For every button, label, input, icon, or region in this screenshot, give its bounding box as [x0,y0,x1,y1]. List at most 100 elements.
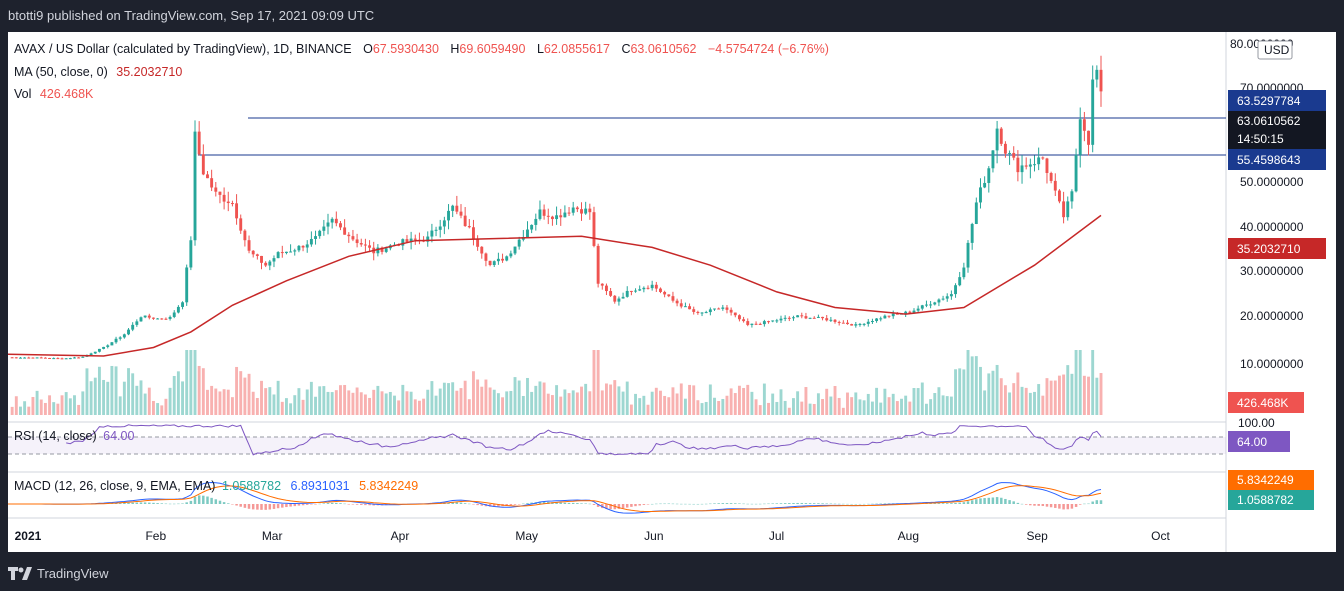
candle-body [14,357,18,359]
volume-bar [496,393,500,415]
volume-bar [1003,385,1007,415]
chart-frame[interactable]: 2021 Feb Mar Apr May Jun Jul Aug Sep Oct AVAX / U… [6,32,1336,552]
candle-body [530,224,534,230]
candle-body [492,261,496,266]
macd-histogram-bar [260,504,263,510]
volume-bar [829,396,833,415]
macd-histogram-bar [181,503,184,504]
volume-bar [314,396,317,415]
candle-body [750,323,754,325]
volume-bar [147,387,151,415]
candle-body [314,236,317,239]
macd-histogram-bar [1045,504,1049,507]
candle-body [426,236,430,242]
volume-bar [43,402,47,415]
macd-lines [6,481,1103,514]
macd-histogram-bar [172,503,176,505]
volume-bar [339,385,342,415]
volume-bar [1028,392,1032,415]
volume-bar [634,393,637,415]
candle-body [218,191,222,195]
candle-body [895,313,899,315]
candle-body [351,236,355,240]
volume-bar [688,384,692,415]
rsi-path [66,424,1102,456]
price-tick-50: 50.0000000 [1240,175,1304,189]
tradingview-brand[interactable]: TradingView [8,566,109,581]
volume-bar [81,391,85,415]
candle-body [102,346,106,349]
macd-histogram-bar [808,503,812,504]
macd-histogram-bar [1078,504,1082,505]
macd-histogram-bar [222,502,226,504]
macd-histogram-bar [218,500,222,504]
macd-histogram-bar [625,504,629,508]
macd-histogram-bar [958,502,961,504]
candle-body [451,205,455,211]
volume-bar [841,407,845,415]
candle-body [555,215,559,220]
macd-histogram-bar [542,501,546,504]
candle-body [592,212,596,246]
candle-body [937,299,941,303]
macd-histogram-bar [954,502,957,504]
volume-bar [480,386,484,415]
volume-bar [771,393,775,415]
candle-body [189,240,193,268]
time-tick-label: 2021 [15,529,42,543]
macd-histogram-bar [680,503,683,505]
macd-histogram-bar [160,503,164,504]
volume-bar [708,384,712,415]
macd-histogram-bar [991,497,995,504]
candle-body [737,315,741,320]
macd-histogram-bar [476,504,479,506]
volume-bar [73,395,76,415]
candle-body [89,353,93,356]
volume-bar [825,388,829,415]
candle-body [949,294,953,297]
candle-body [654,284,658,289]
macd-histogram-bar [771,503,774,504]
candle-body [1099,69,1103,92]
candle-body [858,323,862,325]
candle-body [667,294,671,297]
volume-bar [102,379,106,415]
volume-bar [530,391,534,415]
currency-box[interactable] [1257,40,1293,60]
volume-bar [742,387,746,415]
macd-histogram-bar [655,503,658,505]
candle-body [575,207,579,210]
volume-bar [430,381,434,415]
currency-label[interactable]: USD [1264,43,1290,57]
volume-bar [704,401,708,415]
macd-histogram-bar [763,503,766,505]
legend-macd-signal: 5.8342249 [359,479,418,493]
macd-line-path [8,481,1102,514]
macd-histogram-bar [509,504,513,506]
volume-bar [596,350,600,415]
macd-histogram-bar [563,502,567,504]
volume-bar [696,400,700,415]
rsi-axis-top: 100.00 [1238,416,1275,430]
macd-histogram-bar [725,503,729,504]
volume-bar [891,393,895,415]
macd-histogram-bar [775,503,779,504]
macd-histogram-bar [588,503,592,505]
candle-body [783,317,787,319]
candle-body [841,322,845,324]
legend-macd-line: 6.8931031 [291,479,350,493]
macd-histogram-bar [596,504,600,507]
macd-histogram-bar [879,503,882,505]
volume-bar [322,386,326,415]
macd-histogram-bar [605,504,608,509]
candle-body [193,131,197,241]
price-chart[interactable]: 2021 Feb Mar Apr May Jun Jul Aug Sep Oct AVAX / U… [6,32,1336,552]
volume-bar [1099,373,1103,415]
horizontal-lines [198,117,1226,156]
volume-bar [796,391,800,415]
candle-body [405,239,409,242]
volume-bar [833,385,837,415]
volume-bar [588,391,592,415]
candle-body [48,358,52,360]
volume-bar [60,395,64,415]
